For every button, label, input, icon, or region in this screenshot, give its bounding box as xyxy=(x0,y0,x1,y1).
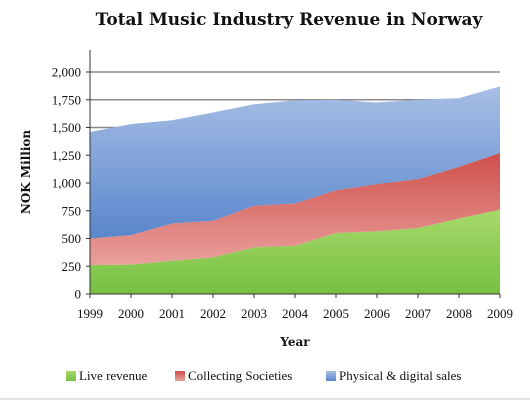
x-tick-labels: 1999 2000 2001 2002 2003 2004 2005 2006 2007 2008… xyxy=(77,306,513,321)
x-tick-label: 2007 xyxy=(405,306,432,321)
x-tick-label: 2006 xyxy=(364,306,391,321)
y-tick-label: 0 xyxy=(75,287,82,302)
x-tick-label: 2003 xyxy=(241,306,267,321)
y-tick-label: 250 xyxy=(62,259,82,274)
legend-label: Collecting Societies xyxy=(188,368,292,383)
x-tick-label: 2001 xyxy=(159,306,185,321)
y-tick-label: 2,000 xyxy=(52,65,81,80)
y-tick-label: 1,750 xyxy=(52,92,81,107)
legend-swatch xyxy=(66,371,76,381)
y-axis-label: NOK Million xyxy=(19,130,33,215)
y-tick-label: 750 xyxy=(62,203,82,218)
y-tick-labels: 0 250 500 750 1,000 1,250 1,500 1,750 2,000 xyxy=(52,65,81,302)
area-collecting-societies xyxy=(90,153,500,266)
y-tick-label: 1,250 xyxy=(52,148,81,163)
chart-title: Total Music Industry Revenue in Norway xyxy=(96,10,484,30)
area-physical-digital-sales xyxy=(90,86,500,239)
legend-label: Physical & digital sales xyxy=(339,368,461,383)
axes xyxy=(86,50,501,298)
legend-swatch xyxy=(175,371,185,381)
legend: Live revenue Collecting Societies Physical… xyxy=(66,368,461,383)
x-tick-label: 2004 xyxy=(282,306,309,321)
x-axis-label: Year xyxy=(279,335,310,349)
x-tick-label: 2009 xyxy=(487,306,513,321)
legend-swatch xyxy=(326,371,336,381)
x-tick-label: 2000 xyxy=(118,306,144,321)
legend-label: Live revenue xyxy=(79,368,147,383)
x-tick-label: 1999 xyxy=(77,306,103,321)
area-live-revenue xyxy=(90,209,500,294)
y-tick-label: 1,000 xyxy=(52,176,81,191)
x-tick-label: 2008 xyxy=(446,306,472,321)
y-tick-label: 1,500 xyxy=(52,120,81,135)
area-series xyxy=(90,86,500,294)
x-tick-label: 2002 xyxy=(200,306,226,321)
x-tick-label: 2005 xyxy=(323,306,349,321)
y-tick-label: 500 xyxy=(62,231,82,246)
